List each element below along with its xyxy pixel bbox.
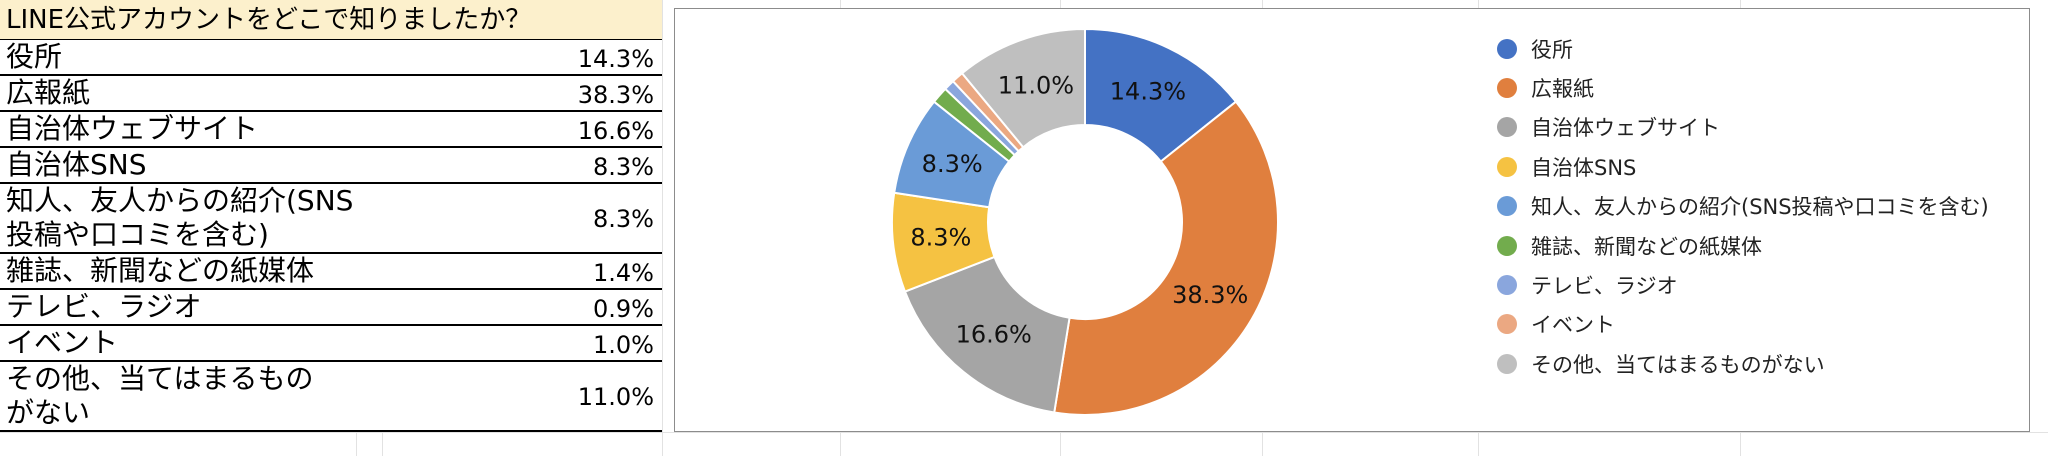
legend-label: 雑誌、新聞などの紙媒体 bbox=[1531, 234, 1762, 259]
table-row[interactable]: 広報紙 38.3% bbox=[0, 76, 662, 112]
legend-swatch bbox=[1497, 117, 1517, 138]
donut-slice[interactable] bbox=[903, 255, 1071, 414]
legend-label: 知人、友人からの紹介(SNS投稿や口コミを含む) bbox=[1531, 195, 1989, 220]
legend-item[interactable]: 自治体ウェブサイト bbox=[1497, 108, 1989, 147]
row-label: 雑誌、新聞などの紙媒体 bbox=[6, 254, 315, 287]
legend-item[interactable]: 広報紙 bbox=[1497, 68, 1989, 107]
legend-label: その他、当てはまるものがない bbox=[1531, 352, 1825, 377]
table-row[interactable]: テレビ、ラジオ 0.9% bbox=[0, 290, 662, 326]
chart-legend: 役所広報紙自治体ウェブサイト 自治体SNS 知人、友人からの紹介(SNS投稿や口コミ… bbox=[1497, 29, 1989, 384]
legend-swatch bbox=[1497, 235, 1517, 256]
table-row[interactable]: 知人、友人からの紹介(SNS 投稿や口コミを含む) 8.3% bbox=[0, 184, 662, 254]
legend-item[interactable]: 役所 bbox=[1497, 29, 1989, 68]
legend-swatch bbox=[1497, 78, 1517, 99]
row-label: 知人、友人からの紹介(SNS 投稿や口コミを含む) bbox=[6, 184, 354, 251]
legend-swatch bbox=[1497, 38, 1517, 59]
sheet-gridline bbox=[0, 432, 2048, 433]
legend-label: テレビ、ラジオ bbox=[1531, 274, 1678, 299]
legend-swatch bbox=[1497, 196, 1517, 217]
row-label: イベント bbox=[6, 326, 119, 359]
chart-area[interactable]: 14.3% 38.3% 16.6% 8.3% 8.3% 11.0% 役所広報紙自治体ウェブ… bbox=[674, 8, 2030, 432]
legend-item[interactable]: 自治体SNS bbox=[1497, 147, 1989, 186]
table-row[interactable]: 自治体ウェブサイト 16.6% bbox=[0, 112, 662, 148]
table-row[interactable]: 雑誌、新聞などの紙媒体 1.4% bbox=[0, 254, 662, 290]
donut-chart[interactable]: 14.3% 38.3% 16.6% 8.3% 8.3% 11.0% bbox=[675, 9, 2029, 431]
legend-label: 役所 bbox=[1531, 37, 1573, 62]
slice-data-label: 14.3% bbox=[1110, 77, 1186, 105]
row-label: 自治体ウェブサイト bbox=[6, 112, 259, 145]
slice-data-label: 8.3% bbox=[922, 150, 983, 178]
donut-slice[interactable] bbox=[960, 27, 1086, 149]
sheet-gridline bbox=[662, 0, 663, 456]
row-label: テレビ、ラジオ bbox=[6, 290, 202, 323]
row-label: 広報紙 bbox=[6, 76, 91, 109]
row-value: 16.6% bbox=[577, 117, 654, 145]
row-value: 0.9% bbox=[593, 295, 654, 323]
row-label: その他、当てはまるもの がない bbox=[6, 362, 314, 429]
slice-data-label: 16.6% bbox=[956, 321, 1032, 349]
slice-data-label: 38.3% bbox=[1172, 281, 1248, 309]
legend-item[interactable]: テレビ、ラジオ bbox=[1497, 265, 1989, 304]
row-value: 1.0% bbox=[593, 331, 654, 359]
donut-slice[interactable] bbox=[1053, 100, 1279, 416]
row-value: 14.3% bbox=[577, 45, 654, 73]
table-row[interactable]: イベント 1.0% bbox=[0, 326, 662, 362]
legend-swatch bbox=[1497, 353, 1517, 374]
legend-swatch bbox=[1497, 275, 1517, 296]
legend-item[interactable]: イベント bbox=[1497, 305, 1989, 344]
legend-item[interactable]: その他、当てはまるものがない bbox=[1497, 344, 1989, 383]
table-row[interactable]: その他、当てはまるもの がない 11.0% bbox=[0, 362, 662, 432]
legend-label: 自治体SNS bbox=[1531, 155, 1637, 180]
row-value: 38.3% bbox=[577, 81, 654, 109]
slice-data-label: 8.3% bbox=[910, 224, 971, 252]
legend-label: イベント bbox=[1531, 313, 1615, 338]
row-value: 1.4% bbox=[593, 259, 654, 287]
slice-data-label: 11.0% bbox=[998, 72, 1074, 100]
legend-swatch bbox=[1497, 156, 1517, 177]
row-value: 8.3% bbox=[593, 205, 654, 233]
table-title[interactable]: LINE公式アカウントをどこで知りましたか？ bbox=[0, 0, 662, 40]
legend-item[interactable]: 雑誌、新聞などの紙媒体 bbox=[1497, 226, 1989, 265]
table-row[interactable]: 役所 14.3% bbox=[0, 40, 662, 76]
legend-item[interactable]: 知人、友人からの紹介(SNS投稿や口コミを含む) bbox=[1497, 187, 1989, 226]
row-label: 自治体SNS bbox=[6, 148, 147, 181]
row-value: 8.3% bbox=[593, 153, 654, 181]
table-row[interactable]: 自治体SNS 8.3% bbox=[0, 148, 662, 184]
row-label: 役所 bbox=[6, 40, 63, 73]
legend-swatch bbox=[1497, 314, 1517, 335]
row-value: 11.0% bbox=[577, 383, 654, 411]
legend-label: 広報紙 bbox=[1531, 77, 1594, 102]
legend-label: 自治体ウェブサイト bbox=[1531, 116, 1720, 141]
